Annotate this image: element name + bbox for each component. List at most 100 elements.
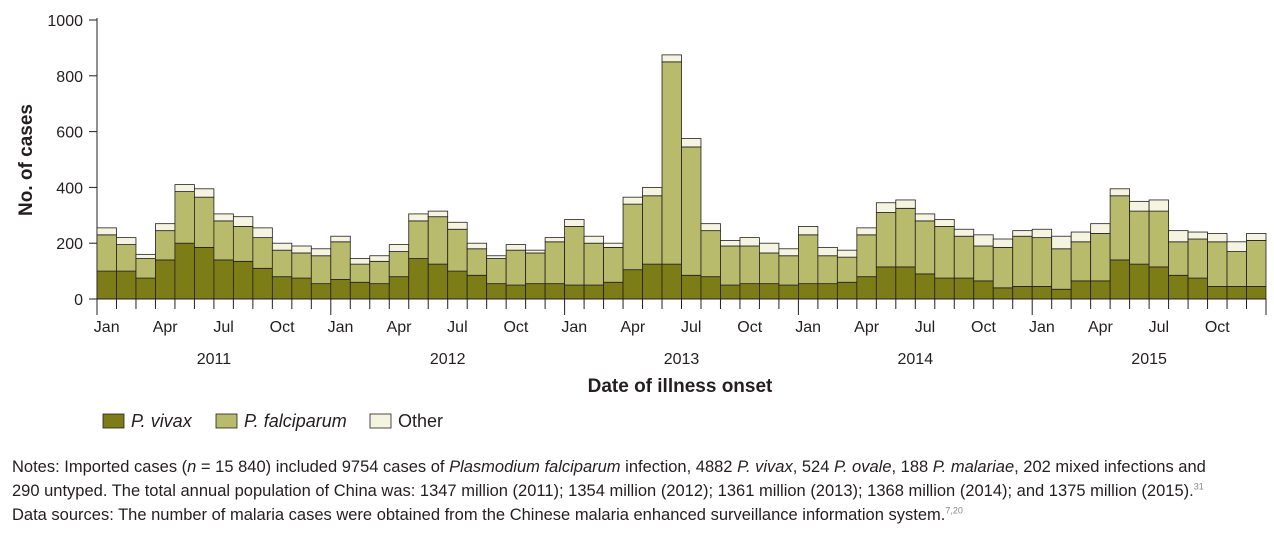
bar-other — [856, 227, 877, 236]
bar-vivax — [661, 263, 682, 300]
bar-falciparum — [291, 252, 312, 279]
x-tick-label-year: 2013 — [664, 351, 700, 368]
legend: P. vivax P. falciparum Other — [102, 411, 443, 431]
bar-falciparum — [466, 248, 488, 276]
bar-vivax — [642, 263, 663, 300]
bar-falciparum — [564, 226, 585, 286]
bar-vivax — [681, 274, 702, 300]
y-axis: 0 200 400 600 800 1000 — [47, 13, 98, 315]
bar-vivax — [914, 273, 936, 300]
bar-falciparum — [525, 252, 546, 285]
bar-other — [408, 213, 429, 222]
bar-other — [1051, 235, 1072, 250]
notes-text: Notes: Imported cases ( — [12, 458, 188, 476]
bar-falciparum — [817, 255, 838, 285]
bar-other — [817, 246, 838, 257]
bar-other — [1129, 200, 1150, 212]
bar-other — [174, 184, 195, 192]
bar-vivax — [330, 279, 351, 300]
bar-falciparum — [349, 263, 371, 283]
bar-falciparum — [1051, 248, 1072, 290]
bar-vivax — [1207, 286, 1228, 300]
bar-vivax — [778, 284, 799, 300]
bar-vivax — [427, 263, 449, 300]
bar-vivax — [583, 284, 604, 300]
bar-vivax — [1070, 280, 1092, 300]
bar-falciparum — [1129, 210, 1150, 265]
notes-text: Data sources: The number of malaria case… — [12, 506, 946, 524]
bar-falciparum — [856, 234, 877, 278]
y-tick-label: 400 — [56, 180, 83, 197]
bar-vivax — [1226, 286, 1247, 300]
bar-vivax — [271, 276, 293, 300]
bar-other — [739, 237, 760, 247]
bar-falciparum — [96, 234, 117, 272]
bar-falciparum — [603, 246, 624, 283]
bar-falciparum — [875, 212, 897, 268]
bar-vivax — [759, 283, 780, 300]
x-tick-label-month: Oct — [737, 319, 762, 336]
bar-other — [973, 234, 994, 247]
bar-falciparum — [213, 220, 234, 261]
stacked-bar-chart: 0 200 400 600 800 1000 Jan Apr Jul Oct Jan Apr Jul O… — [16, 13, 1267, 431]
x-tick-label-month: Apr — [620, 319, 646, 336]
x-tick-label-month: Jul — [915, 319, 935, 336]
bar-other — [583, 235, 604, 244]
x-axis-title: Date of illness onset — [588, 376, 773, 397]
bar-vivax — [1051, 288, 1072, 300]
bar-other — [486, 255, 507, 259]
bar-falciparum — [1148, 210, 1169, 268]
bar-other — [1031, 228, 1053, 239]
bar-falciparum — [1168, 241, 1189, 276]
bar-falciparum — [1226, 251, 1247, 287]
y-axis-title: No. of cases — [16, 104, 37, 216]
bar-vivax — [505, 284, 527, 300]
bar-falciparum — [505, 249, 527, 286]
bar-vivax — [817, 283, 838, 300]
bar-other — [914, 213, 936, 222]
bar-falciparum — [934, 226, 955, 279]
notes-text: = 15 840) included 9754 cases of — [196, 458, 450, 476]
bar-vivax — [1031, 286, 1053, 300]
bar-falciparum — [310, 255, 332, 285]
notes-species-malariae: P. malariae — [932, 458, 1015, 476]
bar-falciparum — [1031, 237, 1053, 287]
bar-other — [96, 227, 117, 236]
y-tick-label: 1000 — [47, 13, 83, 30]
x-tick-label-month: Jan — [561, 319, 587, 336]
x-tick-label-month: Apr — [387, 319, 413, 336]
y-tick-label: 600 — [56, 125, 83, 142]
bar-falciparum — [1109, 195, 1131, 261]
bar-falciparum — [427, 216, 449, 265]
legend-label-other: Other — [398, 411, 443, 431]
x-tick-label-month: Jul — [1149, 319, 1169, 336]
bar-vivax — [1187, 277, 1208, 300]
bar-falciparum — [447, 228, 468, 272]
bar-other — [603, 242, 624, 248]
x-axis: Jan Apr Jul Oct Jan Apr Jul Oct Jan Apr Jul Oct Jan A… — [94, 298, 1267, 368]
bar-falciparum — [1187, 238, 1208, 279]
bar-other — [310, 248, 332, 257]
bar-vivax — [1129, 263, 1150, 300]
bar-falciparum — [583, 242, 604, 286]
x-tick-label-month: Apr — [854, 319, 880, 336]
bar-vivax — [486, 283, 507, 300]
bar-vivax — [213, 259, 234, 300]
bar-vivax — [856, 276, 877, 300]
bar-other — [525, 249, 546, 254]
bar-other — [232, 216, 254, 227]
bar-vivax — [116, 270, 137, 300]
bar-falciparum — [232, 226, 254, 262]
bar-other — [895, 199, 916, 209]
x-tick-label-month: Jul — [681, 319, 701, 336]
bar-vivax — [720, 284, 741, 300]
bar-falciparum — [953, 235, 975, 279]
bar-other — [135, 253, 156, 259]
bar-falciparum — [174, 191, 195, 244]
x-tick-label-month: Apr — [153, 319, 179, 336]
bar-falciparum — [700, 230, 721, 278]
x-tick-label-month: Apr — [1088, 319, 1114, 336]
bar-falciparum — [330, 241, 351, 280]
bar-other — [447, 221, 468, 230]
reference-superscript: 31 — [1193, 481, 1204, 492]
